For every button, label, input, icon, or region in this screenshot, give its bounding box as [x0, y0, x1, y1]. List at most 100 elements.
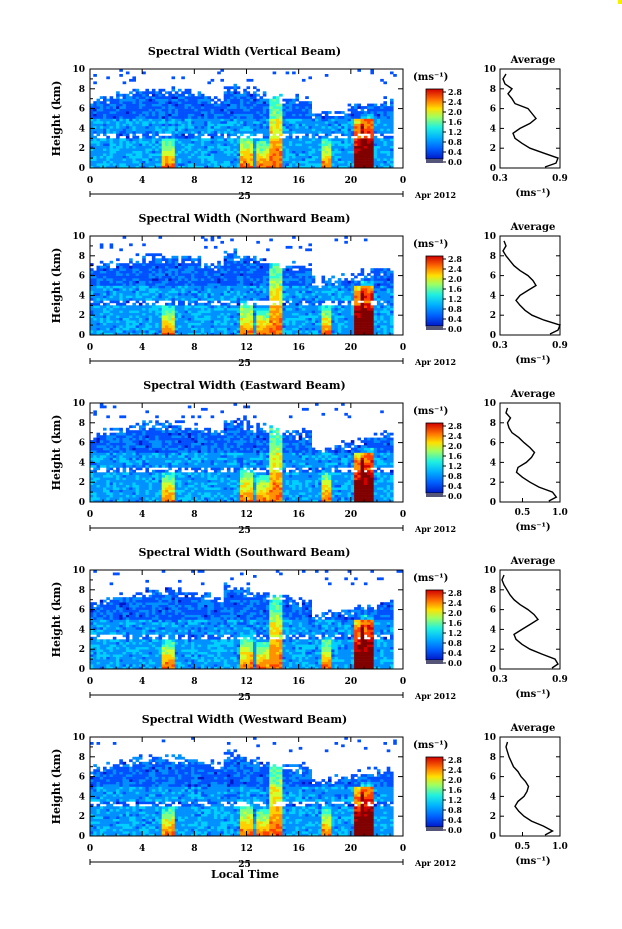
heatmap-cell — [132, 125, 136, 129]
heatmap-cell — [142, 96, 146, 99]
heatmap-cell — [142, 125, 146, 129]
heatmap-cell — [383, 111, 387, 114]
heatmap-cell — [363, 153, 368, 156]
heatmap-cell — [256, 125, 260, 129]
heatmap-cell — [106, 332, 110, 336]
heatmap-cell — [266, 288, 270, 291]
heatmap-cell — [341, 283, 345, 286]
heatmap-cell — [145, 265, 149, 269]
heatmap-cell — [288, 322, 293, 326]
heatmap-cell — [249, 275, 254, 279]
heatmap-cell — [249, 310, 254, 314]
heatmap-cell — [354, 312, 358, 316]
heatmap-cell — [341, 322, 345, 326]
heatmap-cell — [197, 145, 202, 149]
heatmap-cell — [148, 123, 153, 127]
heatmap-cell — [256, 158, 260, 161]
heatmap-cell — [217, 125, 221, 129]
heatmap-cell — [240, 143, 244, 147]
heatmap-cell — [93, 283, 97, 286]
heatmap-cell — [253, 91, 257, 95]
heatmap-cell — [220, 78, 224, 82]
heatmap-cell — [155, 163, 159, 166]
heatmap-cell — [288, 160, 293, 164]
heatmap-cell — [266, 265, 270, 269]
heatmap-cell — [226, 160, 231, 164]
heatmap-cell — [256, 103, 260, 107]
heatmap-cell — [341, 325, 345, 328]
heatmap-cell — [259, 292, 264, 296]
heatmap-cell — [253, 295, 257, 299]
heatmap-cell — [249, 116, 254, 119]
heatmap-cell — [305, 330, 309, 333]
heatmap-cell — [341, 158, 345, 161]
heatmap-cell — [204, 327, 208, 331]
heatmap-cell — [230, 332, 234, 336]
heatmap-cell — [269, 113, 273, 117]
heatmap-cell — [279, 270, 283, 274]
heatmap-cell — [266, 153, 270, 156]
heatmap-cell — [262, 330, 267, 333]
heatmap-cell — [305, 158, 309, 161]
heatmap-cell — [184, 103, 189, 107]
heatmap-cell — [262, 123, 267, 127]
heatmap-cell — [321, 138, 326, 142]
heatmap-cell — [233, 121, 238, 124]
heatmap-cell — [350, 128, 355, 132]
heatmap-cell — [90, 133, 94, 137]
heatmap-cell — [275, 292, 280, 296]
heatmap-cell — [331, 295, 335, 299]
heatmap-cell — [116, 155, 120, 159]
heatmap-cell — [298, 158, 303, 161]
heatmap-cell — [200, 116, 205, 119]
heatmap-cell — [187, 315, 192, 318]
heatmap-cell — [220, 273, 224, 276]
heatmap-cell — [194, 320, 198, 323]
heatmap-cell — [168, 121, 172, 124]
heatmap-cell — [279, 128, 283, 132]
heatmap-cell — [93, 275, 97, 279]
heatmap-cell — [178, 165, 182, 169]
panel-title: Spectral Width (Vertical Beam) — [148, 45, 341, 58]
heatmap-cell — [90, 118, 94, 122]
heatmap-cell — [344, 160, 348, 164]
heatmap-cell — [90, 297, 94, 301]
heatmap-cell — [187, 88, 192, 92]
heatmap-cell — [249, 103, 254, 107]
heatmap-cell — [119, 280, 123, 284]
heatmap-cell — [295, 145, 299, 149]
heatmap-cell — [197, 148, 202, 151]
heatmap-cell — [194, 325, 198, 328]
heatmap-cell — [295, 153, 299, 156]
heatmap-cell — [99, 273, 104, 276]
heatmap-cell — [301, 123, 306, 127]
heatmap-cell — [132, 163, 136, 166]
heatmap-cell — [249, 138, 254, 142]
heatmap-cell — [184, 278, 189, 281]
heatmap-cell — [279, 103, 283, 107]
heatmap-cell — [204, 307, 208, 311]
heatmap-cell — [311, 140, 316, 144]
heatmap-cell — [178, 111, 182, 114]
heatmap-cell — [249, 327, 254, 331]
heatmap-cell — [315, 330, 319, 333]
heatmap-cell — [295, 160, 299, 164]
heatmap-cell — [161, 315, 166, 318]
heatmap-cell — [285, 150, 290, 154]
heatmap-cell — [171, 155, 176, 159]
heatmap-cell — [93, 155, 97, 159]
heatmap-cell — [145, 270, 149, 274]
heatmap-cell — [125, 148, 130, 151]
heatmap-cell — [181, 93, 185, 97]
heatmap-cell — [217, 140, 221, 144]
heatmap-cell — [119, 155, 123, 159]
heatmap-cell — [197, 160, 202, 164]
heatmap-cell — [275, 315, 280, 318]
heatmap-cell — [165, 116, 169, 119]
heatmap-cell — [168, 160, 172, 164]
heatmap-cell — [200, 108, 205, 112]
heatmap-cell — [298, 153, 303, 156]
profile-line — [502, 73, 559, 168]
heatmap-cell — [187, 283, 192, 286]
heatmap-cell — [354, 285, 358, 289]
